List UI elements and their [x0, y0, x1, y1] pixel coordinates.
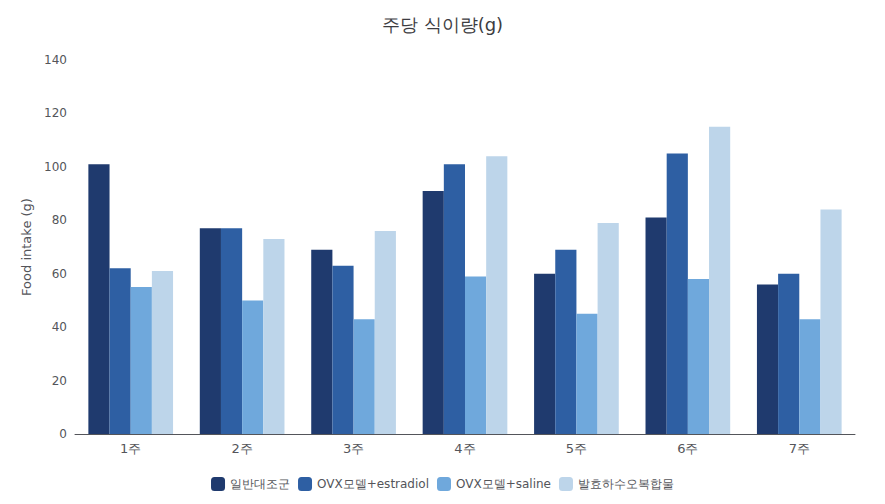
svg-text:OVX모델+saline: OVX모델+saline	[456, 477, 551, 491]
svg-text:120: 120	[44, 106, 67, 120]
svg-text:100: 100	[44, 160, 67, 174]
svg-text:1주: 1주	[120, 441, 141, 456]
svg-text:5주: 5주	[566, 441, 587, 456]
svg-text:OVX모델+estradiol: OVX모델+estradiol	[317, 477, 429, 491]
svg-text:20: 20	[52, 374, 67, 388]
svg-text:60: 60	[52, 267, 67, 281]
svg-text:3주: 3주	[343, 441, 364, 456]
svg-text:주당 식이량(g): 주당 식이량(g)	[382, 14, 503, 35]
svg-text:발효하수오복합물: 발효하수오복합물	[578, 477, 674, 491]
svg-text:0: 0	[59, 427, 67, 441]
svg-text:2주: 2주	[232, 441, 253, 456]
svg-text:80: 80	[52, 213, 67, 227]
svg-text:7주: 7주	[789, 441, 810, 456]
svg-text:6주: 6주	[677, 441, 698, 456]
svg-text:4주: 4주	[454, 441, 475, 456]
svg-text:일반대조군: 일반대조군	[230, 477, 290, 491]
svg-text:140: 140	[44, 53, 67, 67]
svg-text:40: 40	[52, 320, 67, 334]
svg-text:Food intake (g): Food intake (g)	[19, 198, 34, 296]
